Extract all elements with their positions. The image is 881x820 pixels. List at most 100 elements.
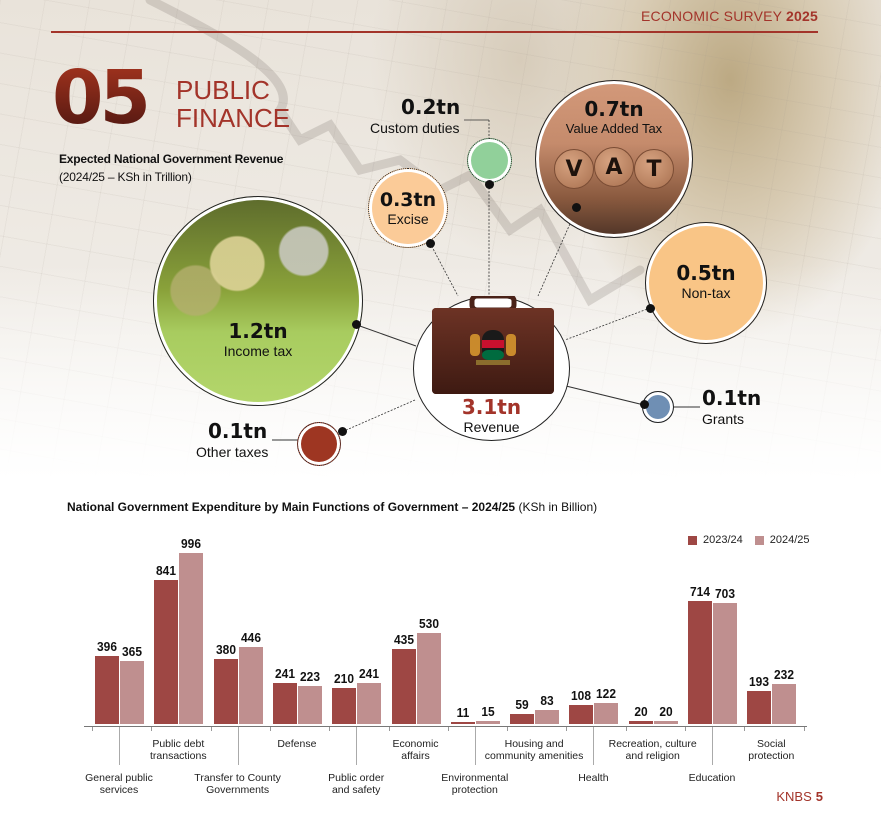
bar-2023-24 [747,690,772,724]
bar-2023-24 [450,722,475,724]
chapter-title-line1: PUBLIC [176,75,270,105]
bubble-other-taxes [297,422,341,466]
excise-label: Excise [387,211,429,227]
coat-of-arms-icon [470,330,516,365]
bar-2023-24 [688,601,712,724]
bar-2023-24 [510,713,535,724]
bar-2024-25 [713,603,737,724]
expenditure-title-unit: (KSh in Billion) [515,500,598,514]
non-tax-label: Non-tax [681,285,731,301]
bar-2023-24 [569,705,594,724]
bar-2024-25 [120,661,144,724]
category-label: Defense [277,738,317,750]
category-leader-line [237,727,239,765]
grants-label: Grants [702,411,745,427]
bar-value-label: 841 [156,562,177,578]
vat-coin-t: T [634,149,674,189]
bar-2024-25 [653,720,678,724]
header-divider [51,31,818,33]
bar-value-label: 365 [122,644,142,660]
revenue-total-label: Revenue [463,419,520,435]
bar-value-label: 435 [393,632,414,648]
custom-duties-value: 0.2tn [401,95,461,119]
bar-2024-25 [594,703,619,724]
publication-name: ECONOMIC SURVEY [640,8,782,24]
bar-value-label: 11 [456,705,470,720]
bar-2024-25 [772,684,797,724]
bar-value-label: 232 [774,667,795,683]
bar-value-label: 530 [418,616,439,631]
category-label: Public debt transactions [149,738,207,762]
category-leader-line [593,727,595,765]
income-tax-label: Income tax [223,343,293,359]
bar-value-label: 193 [749,673,770,689]
bubble-vat: 0.7tn Value Added Tax V A T [535,80,693,238]
vat-label: Value Added Tax [565,121,663,136]
x-axis [84,726,807,727]
category-label: Social protection [748,738,795,762]
page-number: 5 [815,789,823,804]
category-label: Education [688,772,736,784]
page-footer: KNBS 5 [776,789,823,804]
bar-2024-25 [238,647,263,724]
bar-2023-24 [213,658,238,724]
category-label: Health [578,772,609,784]
bar-value-label: 108 [571,688,592,704]
bar-2023-24 [272,682,297,724]
revenue-title: Expected National Government Revenue [59,152,284,166]
chapter-number: 05 [52,55,151,141]
category-label: General public services [85,772,153,796]
legend-label-2023-24: 2023/24 [703,534,743,546]
bar-value-label: 15 [481,704,495,720]
category-leader-line [356,727,358,765]
category-label: Economic affairs [392,738,439,762]
non-tax-value: 0.5tn [676,261,736,285]
bar-value-label: 210 [334,670,355,686]
bar-value-label: 241 [274,665,295,681]
bar-value-label: 20 [659,703,673,719]
connector-dot [426,239,435,248]
category-leader-line [712,727,713,765]
other-taxes-label: Other taxes [196,444,269,460]
bar-value-label: 703 [715,586,735,602]
bubble-income-tax: 1.2tn Income tax [153,196,363,406]
bar-2023-24 [332,687,357,724]
category-label: Public order and safety [328,772,385,796]
bar-value-label: 446 [240,630,261,646]
bar-value-label: 122 [596,686,617,702]
bar-2023-24 [154,579,179,724]
bar-2024-25 [297,685,322,724]
vat-coin-a: A [594,147,634,187]
legend-swatch-2024-25 [754,535,764,545]
grants-value: 0.1tn [702,386,762,410]
custom-duties-label: Custom duties [370,120,460,136]
publication-title: ECONOMIC SURVEY 2025 [641,8,818,24]
bar-value-label: 20 [634,703,648,719]
briefcase-icon [432,296,554,394]
category-label: Environmental protection [441,772,509,796]
footer-org: KNBS [776,789,812,804]
legend-swatch-2023-24 [688,535,697,545]
category-label: Transfer to County Governments [194,772,281,796]
publication-year: 2025 [786,8,818,24]
bubble-non-tax: 0.5tn Non-tax [645,222,767,344]
expenditure-title-main: National Government Expenditure by Main … [67,500,516,514]
bar-2023-24 [628,720,653,724]
expenditure-chart-title: National Government Expenditure by Main … [67,500,597,514]
bar-2024-25 [535,709,560,724]
vat-coin-v: V [554,149,594,189]
bar-value-label: 83 [540,692,554,708]
category-label: Housing and community amenities [484,738,584,762]
legend-label-2024-25: 2024/25 [769,534,810,546]
category-label: Recreation, culture and religion [608,738,697,762]
excise-value: 0.3tn [379,189,437,211]
category-leader-line [119,727,120,765]
bar-value-label: 714 [690,584,710,600]
connector-dot [485,180,494,189]
bar-value-label: 380 [215,641,236,657]
bubble-custom-duties [467,138,512,183]
other-taxes-value: 0.1tn [208,419,268,443]
bar-2024-25 [357,682,382,724]
chart-legend: 2023/24 2024/25 [688,534,810,546]
income-tax-value: 1.2tn [228,319,288,343]
